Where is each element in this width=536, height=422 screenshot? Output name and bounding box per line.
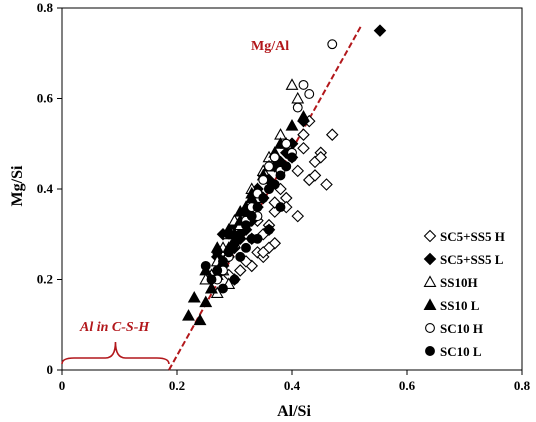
trendline [168,25,362,371]
legend: SC5+SS5 H SC5+SS5 L SS10H SS10 L SC10 H SC10 … [423,229,505,359]
data-point [193,313,207,326]
data-point [241,220,251,231]
legend-label: SC5+SS5 H [440,229,505,244]
legend-marker [425,323,435,333]
legend-label: SC10 L [440,344,482,359]
data-point [285,119,299,131]
data-point [241,242,251,253]
data-point [327,39,338,50]
data-point [218,256,228,267]
data-point [218,283,228,294]
data-point [281,138,292,149]
data-point [252,202,263,213]
data-point [199,295,213,308]
legend-marker [423,229,437,243]
trendline-label: Mg/Al [251,39,289,54]
legend-marker [423,252,437,266]
data-point [182,309,195,321]
data-point [275,170,286,181]
data-points [182,24,387,326]
trendline-line [168,25,362,371]
x-tick-label: 0.6 [399,378,416,393]
data-point [235,229,246,240]
x-tick-label: 0.8 [514,378,531,393]
data-point [291,91,305,104]
data-point [258,175,269,185]
x-ticks: 0 0.2 0.4 0.6 0.8 [59,370,531,393]
data-point [200,260,211,271]
x-tick-label: 0 [59,378,66,393]
y-tick-label: 0 [47,362,54,377]
data-point [373,24,387,37]
data-point [287,152,297,163]
legend-label: SS10 L [440,298,480,313]
axes [61,7,523,371]
data-point [298,79,309,90]
data-point [292,102,303,113]
data-point [269,179,280,190]
y-ticks: 0 0.2 0.4 0.6 0.8 [37,0,62,377]
y-tick-label: 0.2 [37,272,53,287]
data-point [264,161,274,172]
data-point [246,211,257,222]
data-point [291,209,305,223]
brace-path [61,341,170,365]
data-point [297,128,310,141]
x-tick-label: 0.2 [169,378,185,393]
data-point [275,202,286,213]
y-tick-label: 0.6 [37,91,54,106]
x-tick-label: 0.4 [284,378,301,393]
data-point [205,281,218,294]
data-point [246,233,257,244]
data-point [233,264,247,277]
data-point [206,274,217,285]
data-point [304,89,315,99]
data-point [235,251,246,262]
al-in-csh-label: Al in C-S-H [79,320,150,335]
al-in-csh-brace [61,341,170,365]
data-point [229,274,240,285]
data-point [212,247,223,258]
data-point [281,161,292,172]
data-point [223,229,234,240]
y-axis-title: Mg/Si [9,165,26,206]
data-point [297,109,310,122]
data-point [314,151,328,164]
y-tick-label: 0.4 [37,181,54,196]
legend-label: SC10 H [440,321,483,336]
data-point [223,247,234,258]
legend-marker [425,346,435,356]
data-point [325,128,339,141]
legend-label: SS10H [440,275,478,290]
data-point [297,141,310,155]
data-point [229,238,240,249]
legend-label: SC5+SS5 L [440,252,504,267]
data-point [264,224,274,235]
series-6 [200,152,297,294]
y-tick-label: 0.8 [37,0,54,15]
data-point [256,246,270,259]
data-point [212,265,223,276]
legend-marker [423,298,437,310]
x-axis-title: Al/Si [277,403,311,420]
data-point [187,290,201,303]
data-point [320,178,333,191]
legend-marker [423,275,437,287]
data-point [233,204,247,217]
data-point [308,169,322,182]
data-point [291,164,305,178]
data-point [285,78,299,90]
plot-frame [61,7,523,371]
data-point [269,152,280,163]
data-point [258,193,269,204]
